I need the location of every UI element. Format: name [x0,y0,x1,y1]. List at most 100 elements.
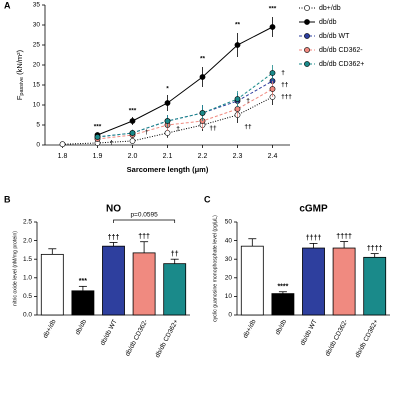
annotation: *** [269,6,277,13]
y-tick-label: 0 [36,142,40,149]
bar [271,293,295,316]
y-axis-label: nitric oxide level (nM/mg protein) [12,231,18,306]
fit-line [97,88,273,140]
legend-marker [304,5,310,11]
bar [240,245,264,316]
y-tick-label: 0 [228,312,232,319]
legend-marker [304,61,310,67]
annotation: †† [244,124,252,131]
legend-marker [304,33,310,39]
data-point [129,138,136,144]
x-tick-label: 1.8 [58,153,68,160]
x-tick-label: db/db WT [99,318,118,346]
significance: †† [171,251,179,258]
y-tick-label: 1.5 [23,256,32,263]
data-point [164,118,171,124]
data-point [269,70,276,76]
legend-label: db/db CD362+ [319,61,364,68]
annotation: ** [235,22,241,29]
annotation: *** [94,124,102,131]
annotation: †† [281,82,289,89]
data-point [199,110,206,116]
annotation: †† [209,125,217,132]
y-tick-label: 15 [33,82,41,89]
data-point [269,24,276,30]
significance: †††† [336,233,352,240]
annotation: † [176,126,180,133]
chart-title: NO [106,204,121,215]
legend-label: db+/db [319,5,341,12]
x-tick-label: 1.9 [93,153,103,160]
significance: *** [79,278,87,285]
data-point [94,134,101,140]
chart-title: cGMP [299,204,328,215]
annotation: ††† [281,94,292,101]
legend-marker [304,47,310,53]
y-axis-label: cyclic guanosine monophosphate level (pg… [212,215,218,322]
significance: ††† [138,234,150,241]
x-tick-label: 2.3 [233,153,243,160]
x-tick-label: 2.0 [128,153,138,160]
y-tick-label: 0.5 [23,293,32,300]
fit-line [97,26,273,136]
y-tick-label: 2.0 [23,237,32,244]
bar [102,245,125,316]
panel-label: A [4,0,11,10]
bar [363,256,387,316]
annotation: † [110,140,114,147]
x-tick-label: db+/db [242,318,258,339]
x-tick-label: 2.2 [198,153,208,160]
bracket [113,219,176,223]
data-point [234,96,241,102]
significance: †††† [306,235,322,242]
bar [332,247,356,316]
x-tick-label: 2.4 [268,153,278,160]
x-tick-label: db/db [74,318,88,336]
significance: †††† [367,245,383,252]
y-tick-label: 10 [33,102,41,109]
data-point [129,130,136,136]
x-tick-label: 2.1 [163,153,173,160]
y-tick-label: 1.0 [23,275,32,282]
y-tick-label: 20 [225,275,233,282]
data-point [59,141,66,148]
y-tick-label: 10 [225,293,233,300]
y-tick-label: 30 [225,256,233,263]
bar [132,252,156,316]
bracket-label: p=0.0595 [130,212,158,219]
y-tick-label: 5 [36,122,40,129]
fit-line [97,72,273,138]
y-tick-label: 35 [33,2,41,9]
y-tick-label: 30 [33,22,41,29]
x-tick-label: db/db [274,318,288,336]
data-point [234,106,241,112]
data-point [269,86,276,92]
y-axis-label-sub: passive [19,77,25,96]
y-tick-label: 50 [225,219,233,226]
annotation: * [166,86,169,93]
annotation: ** [200,56,206,63]
y-axis-label: Fpassive (kN/m²) [15,49,25,100]
data-point [164,130,171,136]
x-tick-label: db/db WT [299,318,318,346]
y-tick-label: 25 [33,42,41,49]
annotation: † [281,70,285,77]
x-tick-label: db/db CD362+ [154,318,180,359]
x-axis-label: Sarcomere length (μm) [127,165,209,174]
annotation: *** [129,108,137,115]
x-tick-label: db/db CD362- [124,318,149,357]
y-axis-label-main: F [15,95,24,100]
annotation: † [246,98,250,105]
panel-label: B [4,194,11,204]
data-point [234,42,241,48]
x-tick-label: db/db CD362+ [354,318,380,359]
y-tick-label: 40 [225,237,233,244]
significance: ††† [108,234,120,241]
bar [40,253,64,316]
legend-label: db/db CD362- [319,47,363,54]
data-point [199,74,206,80]
legend-label: db/db WT [319,33,350,40]
annotation: † [145,129,149,136]
y-axis-label-unit: (kN/m²) [15,49,24,77]
